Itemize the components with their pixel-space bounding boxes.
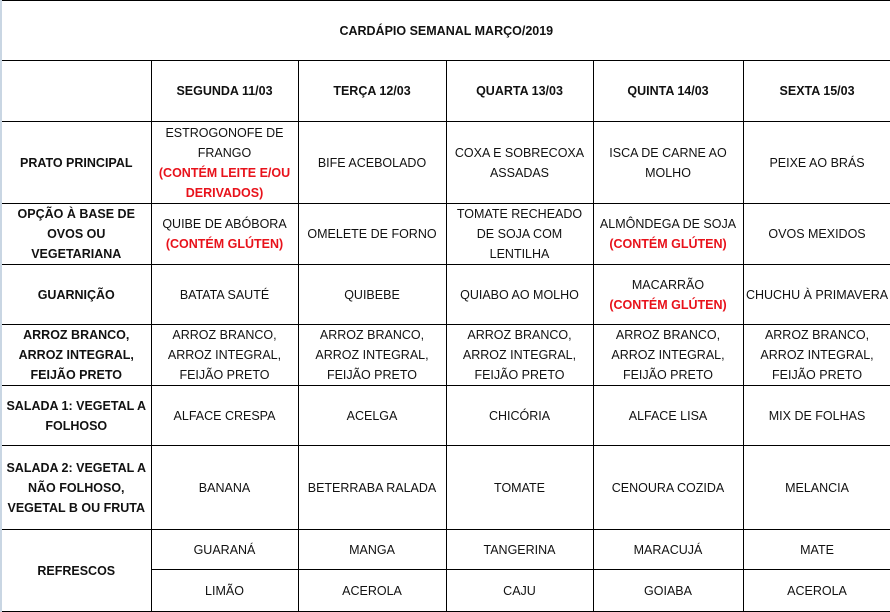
menu-cell: CENOURA COZIDA: [592, 445, 744, 530]
dish-name: TOMATE: [494, 480, 545, 495]
menu-cell: ARROZ BRANCO, ARROZ INTEGRAL, FEIJÃO PRE…: [297, 324, 447, 386]
allergen-warning: (CONTÉM GLÚTEN): [609, 237, 727, 251]
dish-name: OMELETE DE FORNO: [307, 227, 437, 241]
menu-cell: ARROZ BRANCO, ARROZ INTEGRAL, FEIJÃO PRE…: [592, 324, 744, 386]
drink-cell: GOIABA: [592, 569, 744, 612]
menu-cell: OVOS MEXIDOS: [742, 203, 890, 265]
drink-cell: ACEROLA: [742, 569, 890, 612]
menu-cell: MACARRÃO (CONTÉM GLÚTEN): [592, 264, 744, 325]
dish-name: BATATA SAUTÉ: [179, 287, 270, 302]
menu-row: SALADA 2: VEGETAL A NÃO FOLHOSO, VEGETAL…: [0, 445, 890, 530]
menu-cell: ALFACE CRESPA: [150, 385, 299, 446]
allergen-warning: (CONTÉM LEITE E/OU DERIVADOS): [158, 165, 291, 200]
menu-row: ARROZ BRANCO, ARROZ INTEGRAL, FEIJÃO PRE…: [0, 324, 890, 386]
dish-name: OVOS MEXIDOS: [768, 227, 866, 241]
row-label: SALADA 2: VEGETAL A NÃO FOLHOSO, VEGETAL…: [0, 445, 152, 530]
dish-name: BIFE ACEBOLADO: [317, 155, 427, 170]
corner-cell: [0, 60, 152, 122]
dish-name: QUIBE DE ABÓBORA: [162, 217, 287, 231]
allergen-warning: (CONTÉM GLÚTEN): [609, 297, 727, 312]
menu-cell: QUIBEBE: [297, 264, 447, 325]
dish-name: CHUCHU À PRIMAVERA: [745, 287, 889, 302]
row-label: ARROZ BRANCO, ARROZ INTEGRAL, FEIJÃO PRE…: [0, 324, 152, 386]
menu-cell: ARROZ BRANCO, ARROZ INTEGRAL, FEIJÃO PRE…: [742, 324, 890, 386]
dish-name: PEIXE AO BRÁS: [769, 155, 865, 170]
drink-cell: MANGA: [297, 529, 447, 570]
allergen-warning: (CONTÉM GLÚTEN): [165, 237, 284, 251]
drink-cell: MATE: [742, 529, 890, 570]
menu-cell: BIFE ACEBOLADO: [297, 121, 447, 204]
menu-cell: ACELGA: [297, 385, 447, 446]
dish-name: COXA E SOBRECOXA ASSADAS: [454, 145, 585, 180]
row-label: OPÇÃO À BASE DE OVOS OU VEGETARIANA: [0, 203, 152, 265]
dish-name: ALFACE LISA: [628, 408, 708, 423]
dish-name: ISCA DE CARNE AO MOLHO: [609, 145, 727, 180]
dish-name: ACELGA: [346, 408, 398, 423]
dish-name: BANANA: [198, 480, 251, 495]
menu-cell: QUIBE DE ABÓBORA (CONTÉM GLÚTEN): [150, 203, 299, 265]
dish-name: QUIBEBE: [344, 287, 400, 302]
row-label: PRATO PRINCIPAL: [0, 121, 152, 204]
row-label: GUARNIÇÃO: [0, 264, 152, 325]
dish-name: ESTROGONOFE DE FRANGO: [165, 125, 284, 160]
day-header: QUINTA 14/03: [592, 60, 744, 122]
day-header: TERÇA 12/03: [297, 60, 447, 122]
dish-name: ARROZ BRANCO, ARROZ INTEGRAL, FEIJÃO PRE…: [611, 328, 725, 382]
menu-cell: CHUCHU À PRIMAVERA: [742, 264, 890, 325]
dish-name: MIX DE FOLHAS: [768, 408, 866, 423]
drink-cell: LIMÃO: [150, 569, 299, 612]
menu-cell: ARROZ BRANCO, ARROZ INTEGRAL, FEIJÃO PRE…: [150, 324, 299, 386]
menu-row: SALADA 1: VEGETAL A FOLHOSO ALFACE CRESPA…: [0, 385, 890, 446]
dish-name: CENOURA COZIDA: [611, 480, 725, 495]
menu-cell: ALMÔNDEGA DE SOJA (CONTÉM GLÚTEN): [592, 203, 744, 265]
menu-row: GUARNIÇÃO BATATA SAUTÉ QUIBEBE QUIABO AO MO…: [0, 264, 890, 325]
dish-name: TOMATE RECHEADO DE SOJA COM LENTILHA: [456, 207, 583, 261]
menu-cell: MELANCIA: [742, 445, 890, 530]
refrescos-row: LIMÃO ACEROLA CAJU GOIABA ACEROLA: [1, 569, 890, 612]
menu-title: CARDÁPIO SEMANAL MARÇO/2019: [0, 0, 890, 61]
dish-name: MELANCIA: [785, 480, 849, 495]
menu-row: PRATO PRINCIPAL ESTROGONOFE DE FRANGO (CON…: [0, 121, 890, 204]
menu-cell: BANANA: [150, 445, 299, 530]
menu-cell: ALFACE LISA: [592, 385, 744, 446]
menu-cell: TOMATE RECHEADO DE SOJA COM LENTILHA: [445, 203, 594, 265]
menu-cell: OMELETE DE FORNO: [297, 203, 447, 265]
dish-name: ARROZ BRANCO, ARROZ INTEGRAL, FEIJÃO PRE…: [167, 328, 282, 382]
dish-name: ALFACE CRESPA: [173, 408, 276, 423]
dish-name: QUIABO AO MOLHO: [460, 287, 579, 302]
dish-name: ARROZ BRANCO, ARROZ INTEGRAL, FEIJÃO PRE…: [462, 328, 577, 382]
dish-name: ALMÔNDEGA DE SOJA: [599, 217, 737, 231]
menu-cell: BATATA SAUTÉ: [150, 264, 299, 325]
drink-cell: MARACUJÁ: [592, 529, 744, 570]
menu-cell: BETERRABA RALADA: [297, 445, 447, 530]
drink-cell: TANGERINA: [445, 529, 594, 570]
drink-cell: GUARANÁ: [150, 529, 299, 570]
drink-cell: ACEROLA: [297, 569, 447, 612]
menu-cell: TOMATE: [445, 445, 594, 530]
menu-row: OPÇÃO À BASE DE OVOS OU VEGETARIANA QUIBE…: [0, 203, 890, 265]
menu-cell: ARROZ BRANCO, ARROZ INTEGRAL, FEIJÃO PRE…: [445, 324, 594, 386]
dish-name: ARROZ BRANCO, ARROZ INTEGRAL, FEIJÃO PRE…: [760, 328, 874, 382]
menu-cell: ESTROGONOFE DE FRANGO (CONTÉM LEITE E/OU …: [150, 121, 299, 204]
refrescos-row: REFRESCOS GUARANÁ MANGA TANGERINA MARACUJÁ MA…: [0, 529, 890, 612]
menu-cell: ISCA DE CARNE AO MOLHO: [592, 121, 744, 204]
dish-name: BETERRABA RALADA: [307, 480, 437, 495]
dish-name: CHICÓRIA: [488, 408, 551, 423]
menu-cell: PEIXE AO BRÁS: [742, 121, 890, 204]
drink-cell: CAJU: [445, 569, 594, 612]
header-row: SEGUNDA 11/03 TERÇA 12/03 QUARTA 13/03 QUIN…: [0, 60, 890, 122]
day-header: QUARTA 13/03: [445, 60, 594, 122]
menu-cell: CHICÓRIA: [445, 385, 594, 446]
dish-name: MACARRÃO: [631, 277, 705, 292]
menu-cell: QUIABO AO MOLHO: [445, 264, 594, 325]
dish-name: ARROZ BRANCO, ARROZ INTEGRAL, FEIJÃO PRE…: [315, 328, 429, 382]
menu-cell: COXA E SOBRECOXA ASSADAS: [445, 121, 594, 204]
row-label: REFRESCOS: [0, 529, 152, 612]
row-label: SALADA 1: VEGETAL A FOLHOSO: [0, 385, 152, 446]
day-header: SEXTA 15/03: [742, 60, 890, 122]
menu-cell: MIX DE FOLHAS: [742, 385, 890, 446]
day-header: SEGUNDA 11/03: [150, 60, 299, 122]
